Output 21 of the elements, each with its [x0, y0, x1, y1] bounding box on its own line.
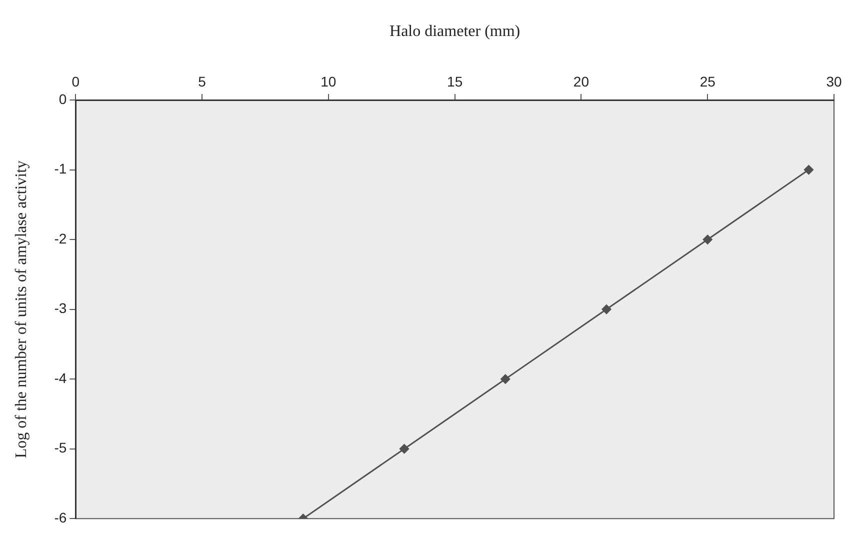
y-tick-label: -5 [54, 440, 67, 456]
point [400, 444, 410, 454]
y-tick-label: 0 [58, 90, 67, 107]
y-tick-label: -4 [54, 370, 67, 386]
point [702, 234, 712, 244]
y-tick-label: -3 [54, 300, 67, 316]
x-tick-label: 5 [198, 73, 206, 90]
x-tick-label: 10 [320, 73, 336, 90]
point [500, 374, 510, 384]
y-tick-label: -2 [54, 230, 67, 246]
x-tick-label: 15 [447, 73, 463, 90]
x-tick-label: 0 [72, 73, 80, 90]
y-tick-label: -1 [54, 160, 67, 177]
point [602, 304, 612, 314]
y-tick-label: -6 [54, 509, 67, 526]
x-tick-label: 25 [700, 73, 716, 90]
point [804, 165, 814, 175]
x-tick-label: 20 [573, 73, 590, 90]
y-axis-title: Log of the number of units of amylase activity [12, 160, 30, 458]
x-axis-title: Halo diameter (mm) [390, 22, 520, 40]
x-tick-label: 30 [826, 73, 842, 90]
